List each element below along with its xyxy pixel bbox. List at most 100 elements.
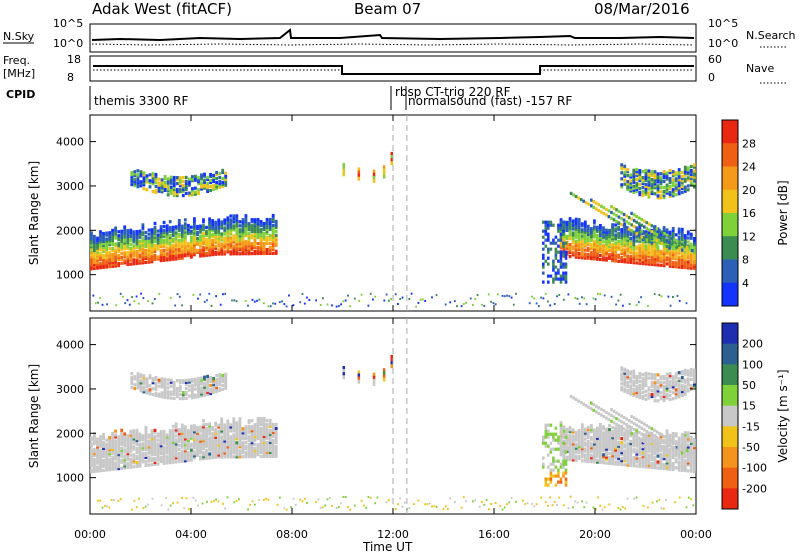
velocity-echo-cell — [656, 393, 660, 397]
velocity-echo-cell — [568, 458, 572, 462]
velocity-echo-cell — [126, 462, 130, 466]
power-echo-cell — [668, 244, 672, 248]
power-echo-cell — [193, 217, 196, 221]
velocity-echo-cell — [123, 440, 127, 444]
velocity-echo-cell — [608, 457, 611, 461]
power-echo-cell — [183, 238, 187, 242]
power-echo-cell — [126, 237, 130, 241]
power-echo-cell — [102, 265, 105, 269]
power-echo-cell — [229, 230, 233, 234]
velocity-echo-cell — [205, 422, 208, 426]
power-echo-cell — [271, 239, 275, 243]
velocity-echo-cell — [200, 388, 203, 392]
velocity-echo-cell — [256, 429, 260, 433]
velocity-echo-cell — [117, 435, 121, 439]
power-echo-cell — [583, 242, 587, 246]
power-echo-cell — [193, 235, 196, 239]
velocity-echo-cell — [199, 447, 202, 451]
power-echo-cell — [647, 175, 651, 179]
velocity-echo-cell — [668, 383, 672, 388]
velocity-echo-cell — [90, 450, 93, 454]
power-echo-cell — [241, 228, 245, 232]
power-echo-cell — [644, 250, 648, 254]
power-echo-cell — [549, 247, 553, 251]
velocity-echo-cell — [135, 438, 139, 443]
velocity-echo-cell — [635, 452, 639, 456]
power-echo-cell — [156, 239, 160, 243]
velocity-echo-cell — [162, 439, 166, 443]
power-echo-cell — [626, 230, 630, 234]
velocity-echo-cell — [268, 450, 272, 454]
power-echo-cell — [638, 191, 642, 195]
power-echo-cell — [253, 224, 257, 228]
power-echo-cell — [689, 170, 693, 175]
velocity-echo-cell — [627, 424, 631, 428]
power-echo-cell — [611, 247, 614, 251]
power-echo-cell — [215, 172, 218, 177]
velocity-echo-cell — [602, 439, 605, 443]
velocity-echo-cell — [650, 435, 654, 440]
power-echo-cell — [241, 226, 245, 230]
velocity-echo-cell — [262, 428, 266, 433]
velocity-echo-cell — [154, 393, 158, 398]
velocity-echo-cell — [562, 439, 566, 443]
power-echo-cell — [114, 256, 117, 260]
velocity-echo-cell — [141, 460, 145, 464]
velocity-echo-cell — [574, 438, 578, 442]
power-echo-cell — [177, 241, 181, 245]
velocity-echo-cell — [629, 433, 633, 438]
velocity-echo-cell — [647, 439, 651, 443]
velocity-echo-cell — [241, 433, 245, 437]
velocity-echo-cell — [599, 452, 602, 457]
power-echo-cell — [668, 192, 672, 197]
power-echo-cell — [614, 255, 617, 259]
velocity-echo-cell — [209, 377, 212, 382]
power-echo-cell — [659, 176, 663, 180]
power-echo-cell — [174, 243, 178, 247]
velocity-echo-cell — [151, 379, 155, 383]
power-echo-cell — [90, 239, 93, 243]
velocity-echo-cell — [111, 437, 114, 441]
power-echo-cell — [142, 177, 146, 181]
power-echo-cell — [235, 236, 239, 240]
power-echo-cell — [211, 235, 214, 239]
velocity-echo-cell — [547, 477, 550, 481]
velocity-echo-cell — [114, 445, 117, 449]
power-echo-cell — [602, 230, 605, 234]
velocity-echo-cell — [668, 447, 672, 451]
velocity-echo-cell — [632, 371, 636, 375]
power-echo-cell — [662, 256, 666, 260]
velocity-echo-cell — [632, 391, 636, 395]
power-echo-cell — [241, 238, 245, 242]
power-echo-cell — [165, 230, 169, 234]
power-echo-cell — [92, 294, 95, 297]
velocity-echo-cell — [90, 442, 93, 446]
power-echo-cell — [659, 259, 663, 263]
velocity-echo-cell — [644, 437, 648, 441]
power-echo-cell — [686, 254, 690, 258]
power-echo-cell — [650, 181, 654, 186]
power-echo-cell — [693, 252, 696, 257]
velocity-echo-cell — [635, 444, 639, 448]
velocity-echo-cell — [549, 447, 553, 451]
power-echo-cell — [265, 221, 269, 226]
velocity-echo-cell — [668, 463, 672, 467]
velocity-echo-cell — [156, 456, 160, 460]
velocity-echo-cell — [238, 455, 242, 459]
power-echo-cell — [626, 244, 630, 248]
power-echo-cell — [620, 250, 624, 254]
velocity-echo-cell — [668, 467, 672, 471]
power-echo-cell — [132, 234, 136, 238]
power-echo-cell — [99, 254, 102, 258]
velocity-echo-cell — [259, 444, 263, 449]
velocity-echo-cell — [659, 452, 663, 456]
power-echo-cell — [177, 219, 181, 223]
velocity-echo-cell — [218, 376, 222, 381]
velocity-echo-cell — [689, 367, 693, 372]
velocity-echo-cell — [108, 436, 111, 440]
velocity-echo-cell — [665, 455, 669, 459]
velocity-echo-cell — [96, 459, 99, 463]
power-echo-cell — [574, 253, 578, 257]
power-echo-cell — [147, 260, 151, 264]
velocity-echo-cell — [205, 428, 208, 432]
